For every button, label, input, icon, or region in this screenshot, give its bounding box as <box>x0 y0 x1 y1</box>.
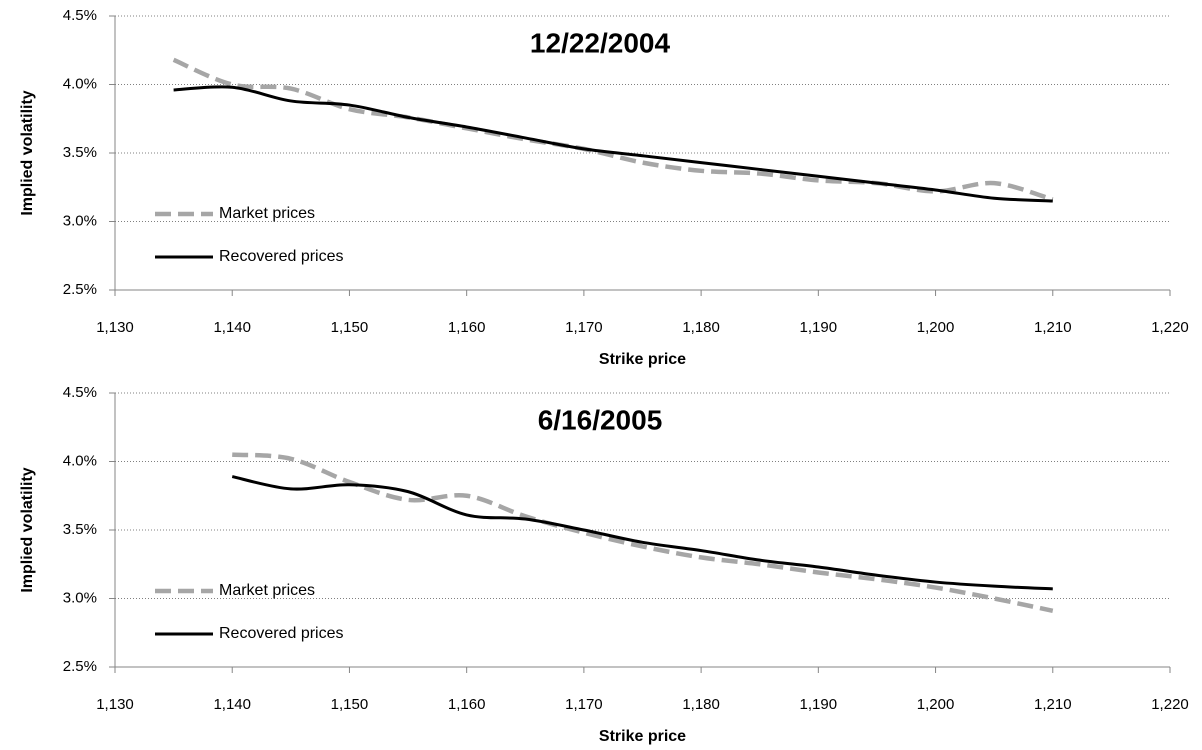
chart-title: 12/22/2004 <box>530 27 671 58</box>
x-tick-label: 1,190 <box>800 696 838 713</box>
series-line <box>231 475 1053 591</box>
x-tick-label: 1,160 <box>448 319 486 336</box>
x-axis-title: Strike price <box>599 351 686 368</box>
legend-label: Recovered prices <box>219 625 344 642</box>
x-tick-label: 1,200 <box>917 696 955 713</box>
x-tick-label: 1,200 <box>917 319 955 336</box>
x-tick-label: 1,140 <box>213 319 251 336</box>
y-tick-label: 3.0% <box>63 212 97 229</box>
y-tick-label: 4.0% <box>63 75 97 92</box>
x-tick-label: 1,160 <box>448 696 486 713</box>
x-tick-label: 1,190 <box>800 319 838 336</box>
x-tick-label: 1,220 <box>1151 696 1189 713</box>
x-tick-label: 1,140 <box>213 696 251 713</box>
series-line <box>232 452 1054 614</box>
y-tick-label: 2.5% <box>63 658 97 675</box>
x-tick-label: 1,210 <box>1034 696 1072 713</box>
x-tick-label: 1,150 <box>331 319 369 336</box>
y-tick-label: 3.5% <box>63 144 97 161</box>
y-tick-label: 3.0% <box>63 589 97 606</box>
y-tick-label: 3.5% <box>63 521 97 538</box>
x-tick-label: 1,170 <box>565 696 603 713</box>
legend-label: Recovered prices <box>219 248 344 265</box>
x-tick-label: 1,170 <box>565 319 603 336</box>
chart-title: 6/16/2005 <box>538 404 663 435</box>
y-tick-label: 4.5% <box>63 384 97 401</box>
y-tick-label: 4.5% <box>63 7 97 24</box>
x-tick-label: 1,180 <box>682 696 720 713</box>
x-tick-label: 1,130 <box>96 696 134 713</box>
x-tick-label: 1,180 <box>682 319 720 336</box>
y-tick-label: 2.5% <box>63 281 97 298</box>
y-axis-title: Implied volatility <box>19 467 36 592</box>
x-tick-label: 1,130 <box>96 319 134 336</box>
series-line <box>172 57 1054 202</box>
x-tick-label: 1,150 <box>331 696 369 713</box>
x-tick-label: 1,210 <box>1034 319 1072 336</box>
x-tick-label: 1,220 <box>1151 319 1189 336</box>
x-axis-title: Strike price <box>599 728 686 745</box>
y-tick-label: 4.0% <box>63 452 97 469</box>
y-axis-title: Implied volatility <box>19 90 36 215</box>
series-line <box>173 85 1053 203</box>
legend-label: Market prices <box>219 582 315 599</box>
legend-label: Market prices <box>219 205 315 222</box>
